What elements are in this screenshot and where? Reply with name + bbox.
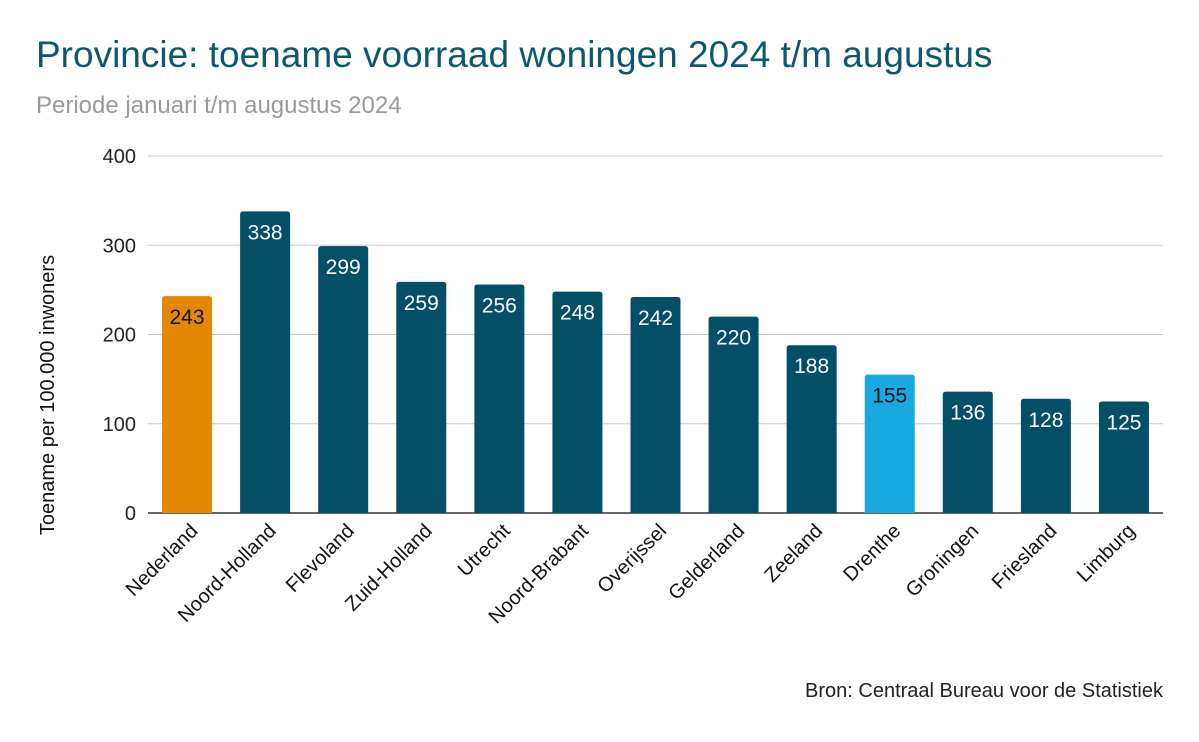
y-tick-label: 300 [103,235,136,257]
x-tick-label: Overijssel [593,520,671,598]
bar [708,316,759,513]
data-label: 248 [560,302,595,325]
data-label: 136 [950,402,985,425]
x-tick-label: Nederland [122,520,203,601]
bar [630,297,681,513]
x-tick-label: Groningen [902,520,984,602]
x-tick-label: Limburg [1073,520,1140,587]
y-tick-label: 0 [125,503,136,525]
x-tick-label: Flevoland [282,520,359,597]
bar [240,211,291,513]
y-tick-label: 400 [103,146,136,168]
x-tick-label: Friesland [988,520,1062,594]
y-tick-label: 200 [103,325,136,347]
data-label: 128 [1028,409,1063,432]
data-label: 242 [638,307,673,330]
bar [1020,398,1071,513]
data-label: 220 [716,327,751,350]
bar [864,374,915,513]
x-tick-label: Gelderland [664,520,749,605]
x-tick-label: Utrecht [454,520,515,581]
bar [942,391,993,513]
data-label: 256 [482,295,517,318]
y-axis-label: Toename per 100.000 inwoners [37,255,59,535]
bar [162,296,213,513]
data-label: 259 [404,292,439,315]
data-label: 125 [1106,411,1141,434]
data-label: 338 [248,221,283,244]
chart-source: Bron: Centraal Bureau voor de Statistiek [805,680,1163,702]
data-label: 188 [794,355,829,378]
x-tick-label: Drenthe [839,520,905,586]
bar [552,291,603,513]
chart-subtitle: Periode januari t/m augustus 2024 [36,92,402,119]
bar [318,246,369,513]
chart-title: Provincie: toename voorraad woningen 202… [36,34,993,75]
x-tick-label: Zeeland [761,520,828,587]
bar [1098,401,1149,513]
bar [474,284,525,513]
bar [396,281,447,513]
bar [786,345,837,513]
data-label: 299 [326,256,361,279]
data-label: 155 [872,385,907,408]
y-tick-label: 100 [103,414,136,436]
data-label: 243 [170,306,205,329]
